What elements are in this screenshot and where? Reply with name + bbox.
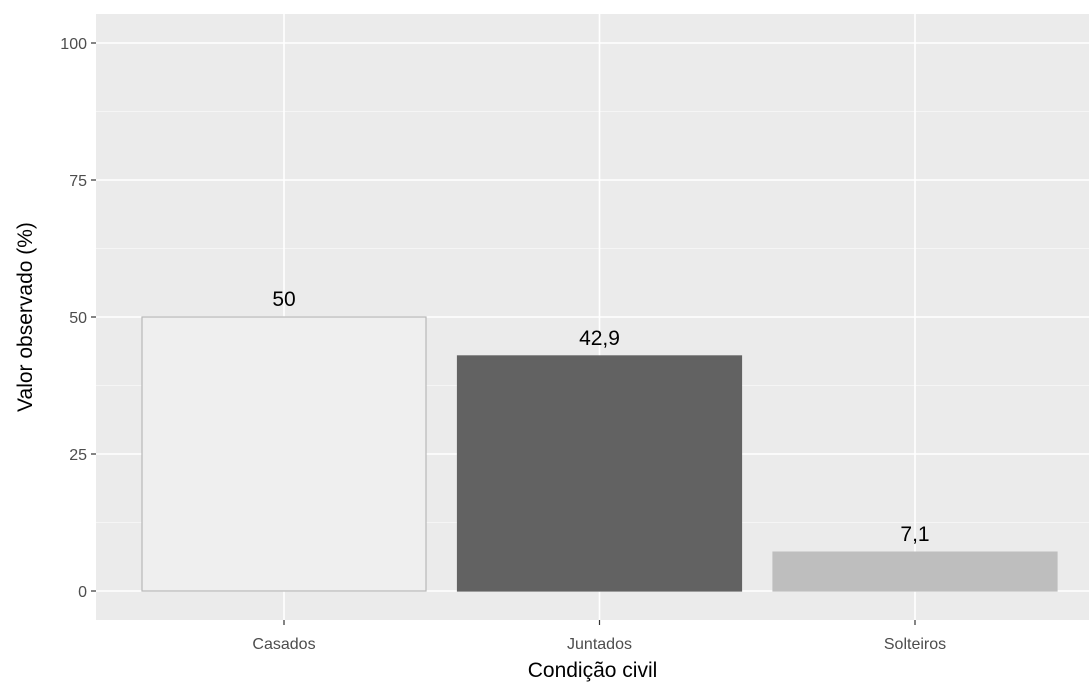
y-tick-label: 25 xyxy=(69,447,87,464)
y-tick-label: 75 xyxy=(69,173,87,190)
y-tick-label: 100 xyxy=(60,36,87,53)
y-axis: 0 25 50 75 100 xyxy=(60,36,96,601)
bars xyxy=(141,316,1058,592)
bar-casados xyxy=(141,316,427,592)
bar-value-label: 7,1 xyxy=(900,523,929,546)
y-tick-label: 50 xyxy=(69,310,87,327)
y-tick-label: 0 xyxy=(78,584,87,601)
x-tick-label: Juntados xyxy=(567,636,632,653)
x-axis-title: Condição civil xyxy=(528,659,658,682)
x-axis: Casados Juntados Solteiros xyxy=(252,620,946,653)
y-axis-title: Valor observado (%) xyxy=(14,222,37,412)
bar-value-label: 50 xyxy=(272,288,295,311)
bar-solteiros xyxy=(772,551,1058,592)
x-tick-label: Casados xyxy=(252,636,315,653)
bar-value-labels: 50 42,9 7,1 xyxy=(272,288,929,546)
bar-juntados xyxy=(456,355,743,592)
x-tick-label: Solteiros xyxy=(884,636,946,653)
bar-value-label: 42,9 xyxy=(579,327,620,350)
